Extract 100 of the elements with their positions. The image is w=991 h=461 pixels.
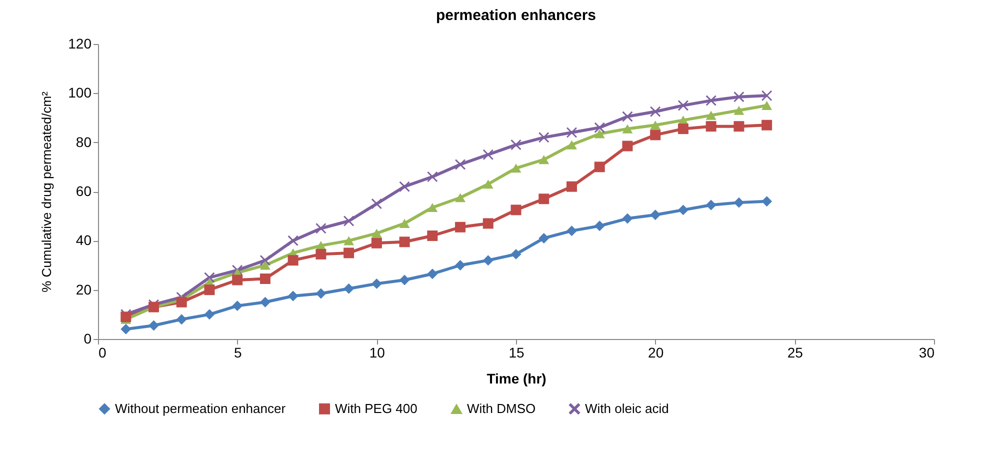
point [176,296,187,308]
point [650,130,661,140]
legend-label: With oleic acid [585,400,669,416]
point [594,129,605,138]
point [538,232,550,244]
legend-label: With DMSO [467,401,536,416]
point [455,222,466,232]
point [510,204,522,216]
point [427,230,438,241]
y-tick-label: 0 [84,330,92,346]
point [344,248,354,258]
point [455,193,466,202]
point [288,255,298,266]
point [594,162,605,172]
point [622,124,633,134]
point [622,213,633,224]
point [232,300,243,312]
point [678,100,688,111]
point [734,106,744,115]
point [371,198,382,210]
point [288,235,298,246]
point [762,196,772,207]
point [482,180,494,189]
x-axis-title: Time (hr) [486,370,546,386]
point [566,127,577,138]
legend-label: With PEG 400 [335,400,418,416]
point [399,274,410,286]
point [566,181,577,192]
point [260,296,270,308]
chart-title: permeation enhancers [436,7,596,24]
point [482,149,494,160]
point [706,110,716,120]
point [316,248,326,260]
point [538,132,550,143]
point [371,278,382,289]
point [176,314,187,325]
point [762,90,772,101]
point [204,284,215,296]
point [455,260,466,270]
point [734,121,744,132]
y-tick-label: 80 [76,134,92,150]
point [316,288,326,299]
y-tick-label: 20 [76,281,92,298]
point [734,197,744,208]
point [594,122,605,133]
x-tick-label: 30 [918,344,935,360]
point [678,204,688,216]
point [734,92,744,102]
point [482,255,494,266]
point [566,226,577,236]
point [706,95,716,106]
y-axis-title: % Cumulative drug permeated/cm² [39,90,54,292]
point [344,283,354,294]
point [538,194,550,204]
point [762,100,772,110]
point [120,312,132,322]
point [204,309,215,320]
point [371,238,382,248]
point [510,140,522,150]
x-tick-label: 0 [98,344,106,360]
legend-label: Without permeation enhancer [115,400,286,416]
point [678,124,688,134]
x-tick-label: 25 [787,344,804,360]
y-tick-label: 100 [68,84,92,101]
point [427,268,438,280]
point [288,290,298,302]
point [371,228,382,238]
point [399,236,410,248]
x-tick-label: 15 [508,344,524,360]
point [594,220,605,232]
point [344,236,354,246]
point [260,255,270,266]
point [538,155,550,164]
y-tick-label: 120 [68,36,92,52]
x-tick-label: 5 [234,344,242,360]
point [260,274,270,284]
point [427,202,438,212]
point [706,200,716,210]
point [650,120,661,130]
point [316,223,326,234]
point [399,218,410,228]
y-tick-label: 40 [76,232,92,248]
point [650,106,661,117]
point [399,181,410,192]
point [204,272,215,283]
y-tick-label: 60 [76,183,92,199]
point [622,140,633,152]
x-tick-label: 20 [648,344,664,360]
point [148,320,159,331]
point [120,324,132,334]
point [762,120,772,130]
point [566,140,577,150]
point [650,210,661,220]
point [510,164,522,173]
point [232,274,243,286]
x-tick-label: 10 [369,344,386,360]
point [622,111,633,122]
point [344,216,354,226]
point [260,260,270,270]
point [427,172,438,182]
